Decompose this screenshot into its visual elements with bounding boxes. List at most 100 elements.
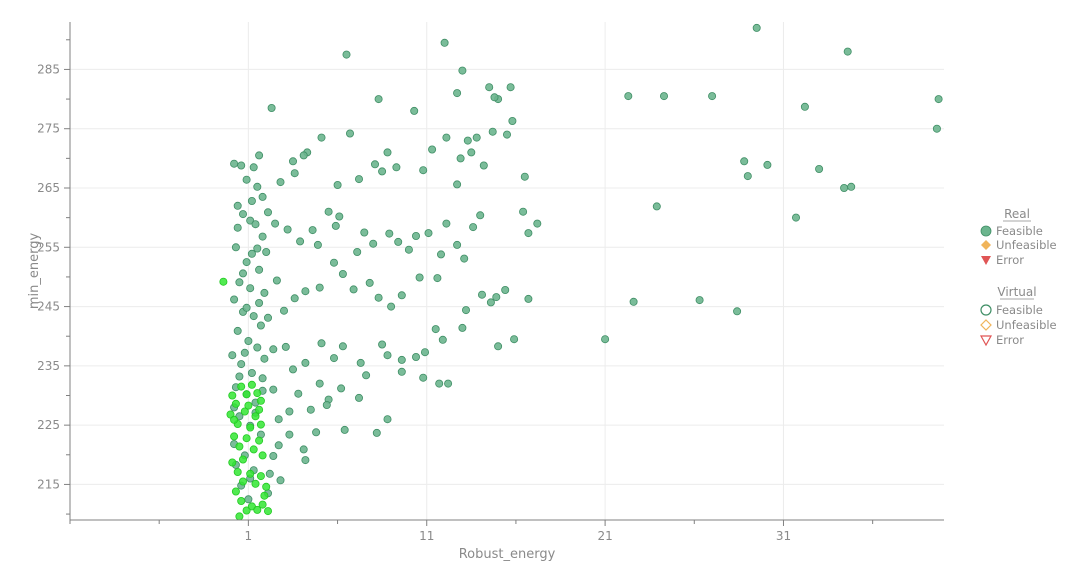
- real-feasible-point: [695, 296, 704, 305]
- real-feasible-point: [230, 159, 239, 168]
- real-feasible-point: [488, 127, 497, 136]
- real-feasible-point: [660, 92, 669, 101]
- virtual-feasible-point: [255, 436, 264, 445]
- real-feasible-point: [235, 278, 244, 287]
- real-feasible-point: [279, 306, 288, 315]
- real-feasible-point: [240, 348, 249, 357]
- real-feasible-point: [477, 290, 486, 299]
- virtual-feasible-point: [262, 482, 271, 491]
- real-feasible-point: [420, 348, 429, 357]
- x-tick-label: 21: [597, 529, 612, 543]
- real-feasible-point: [294, 389, 303, 398]
- legend[interactable]: Real Feasible Unfeasible Error Virtual F…: [979, 207, 1057, 347]
- real-feasible-point: [262, 247, 271, 256]
- grid: [70, 22, 944, 520]
- real-feasible-point: [301, 456, 310, 465]
- real-feasible-point: [249, 312, 258, 321]
- real-feasible-point: [394, 237, 403, 246]
- y-tick-label: 215: [37, 477, 60, 491]
- y-tick-label: 265: [37, 181, 60, 195]
- real-feasible-point: [235, 372, 244, 381]
- y-tick-label: 255: [37, 240, 60, 254]
- real-feasible-point: [458, 66, 467, 75]
- virtual-feasible-point: [228, 458, 237, 467]
- real-feasible-point: [524, 294, 533, 303]
- virtual-feasible-point: [251, 479, 260, 488]
- real-feasible-point: [338, 342, 347, 351]
- real-feasible-point: [253, 343, 262, 352]
- real-feasible-point: [263, 313, 272, 322]
- real-feasible-point: [228, 351, 237, 360]
- real-feasible-point: [360, 228, 369, 237]
- real-feasible-point: [383, 415, 392, 424]
- real-feasible-point: [378, 340, 387, 349]
- real-feasible-point: [397, 355, 406, 364]
- real-feasible-point: [324, 207, 333, 216]
- virtual-feasible-point: [246, 423, 255, 432]
- real-feasible-point: [431, 325, 440, 334]
- virtual-feasible-point: [233, 467, 242, 476]
- legend-real-unfeasible-marker: [981, 240, 991, 250]
- real-feasible-point: [256, 321, 265, 330]
- real-feasible-point: [349, 285, 358, 294]
- real-feasible-point: [247, 368, 256, 377]
- virtual-feasible-point: [256, 420, 265, 429]
- real-feasible-point: [354, 175, 363, 184]
- real-feasible-point: [317, 339, 326, 348]
- real-feasible-point: [485, 83, 494, 92]
- real-feasible-point: [456, 154, 465, 163]
- real-feasible-point: [231, 243, 240, 252]
- real-feasible-point: [237, 161, 246, 170]
- real-feasible-point: [533, 219, 542, 228]
- virtual-feasible-point: [244, 401, 253, 410]
- real-feasible-point: [353, 247, 362, 256]
- real-feasible-point: [479, 161, 488, 170]
- real-feasible-point: [383, 148, 392, 157]
- real-feasible-point: [244, 336, 253, 345]
- real-feasible-point: [251, 220, 260, 229]
- x-tick-label: 31: [776, 529, 791, 543]
- real-feasible-point: [333, 180, 342, 189]
- real-feasible-point: [329, 258, 338, 267]
- real-feasible-point: [312, 428, 321, 437]
- real-feasible-point: [378, 167, 387, 176]
- real-feasible-point: [244, 495, 253, 504]
- real-feasible-point: [233, 223, 242, 232]
- virtual-feasible-point: [228, 391, 237, 400]
- virtual-feasible-point: [249, 445, 258, 454]
- real-feasible-point: [337, 384, 346, 393]
- real-feasible-point: [397, 291, 406, 300]
- real-feasible-point: [411, 231, 420, 240]
- real-feasible-point: [815, 164, 824, 173]
- real-feasible-point: [269, 345, 278, 354]
- real-feasible-point: [410, 106, 419, 115]
- real-feasible-point: [444, 379, 453, 388]
- real-feasible-point: [467, 148, 476, 157]
- real-feasible-point: [476, 211, 485, 220]
- virtual-feasible-point: [231, 487, 240, 496]
- virtual-feasible-point: [258, 500, 267, 509]
- real-feasible-point: [506, 83, 515, 92]
- real-feasible-point: [265, 469, 274, 478]
- real-feasible-point: [255, 265, 264, 274]
- y-tick-label: 275: [37, 122, 60, 136]
- real-feasible-point: [519, 207, 528, 216]
- legend-virtual-feasible-label: Feasible: [996, 303, 1043, 317]
- real-feasible-point: [415, 273, 424, 282]
- y-axis-title: min_energy: [27, 233, 42, 310]
- real-feasible-point: [255, 151, 264, 160]
- real-feasible-point: [438, 335, 447, 344]
- real-feasible-point: [800, 102, 809, 111]
- real-feasible-point: [932, 124, 941, 133]
- real-feasible-point: [369, 239, 378, 248]
- virtual-feasible-point: [253, 505, 262, 514]
- real-feasible-point: [843, 47, 852, 56]
- real-feasible-point: [494, 342, 503, 351]
- real-feasible-point: [397, 367, 406, 376]
- real-feasible-point: [306, 405, 315, 414]
- real-feasible-point: [461, 306, 470, 315]
- real-feasible-point: [502, 130, 511, 139]
- real-feasible-point: [492, 293, 501, 302]
- real-feasible-point: [253, 182, 262, 191]
